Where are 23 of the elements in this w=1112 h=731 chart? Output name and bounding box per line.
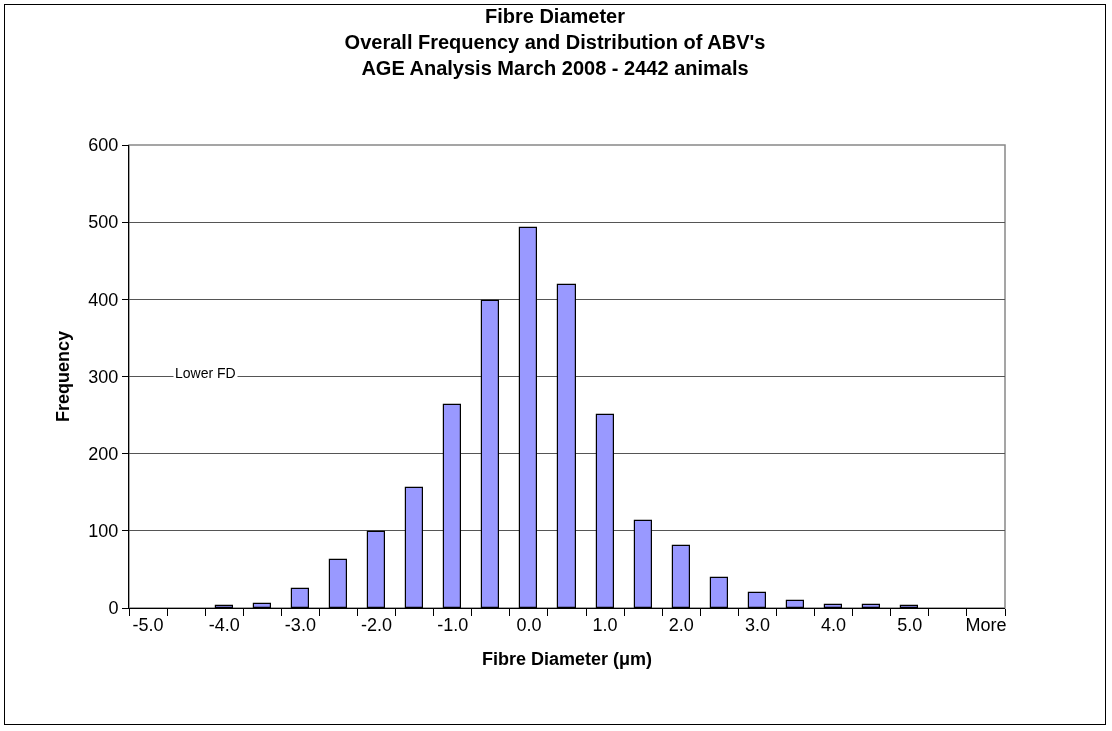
- y-tick-label: 600: [88, 135, 119, 156]
- chart-title: Fibre Diameter Overall Frequency and Distribution of ABV's AGE Analysis March 2008 - 2442 animals: [344, 4, 766, 79]
- annotation: Lower FD: [175, 365, 236, 381]
- x-tick-label: 0.0: [516, 614, 542, 635]
- y-tick-label: 400: [88, 289, 119, 310]
- x-axis-title: Fibre Diameter (μm): [481, 648, 653, 669]
- x-tick-label: 3.0: [744, 614, 770, 635]
- y-tick-label: 200: [88, 443, 119, 464]
- x-tick-label: -1.0: [437, 614, 469, 635]
- x-tick-label: 5.0: [897, 614, 923, 635]
- x-tick-label: More: [965, 614, 1007, 635]
- x-tick-label: -2.0: [361, 614, 393, 635]
- y-tick-label: 300: [88, 366, 119, 387]
- x-tick-label: -5.0: [132, 614, 164, 635]
- y-tick-label: 500: [88, 212, 119, 233]
- y-axis-title: Frequency: [52, 330, 73, 423]
- y-tick-label: 0: [108, 598, 119, 619]
- x-tick-label: 4.0: [821, 614, 847, 635]
- x-tick-label: 1.0: [592, 614, 618, 635]
- x-tick-label: 2.0: [668, 614, 694, 635]
- x-tick-label: -4.0: [208, 614, 240, 635]
- y-tick-label: 100: [88, 521, 119, 542]
- x-tick-label: -3.0: [284, 614, 316, 635]
